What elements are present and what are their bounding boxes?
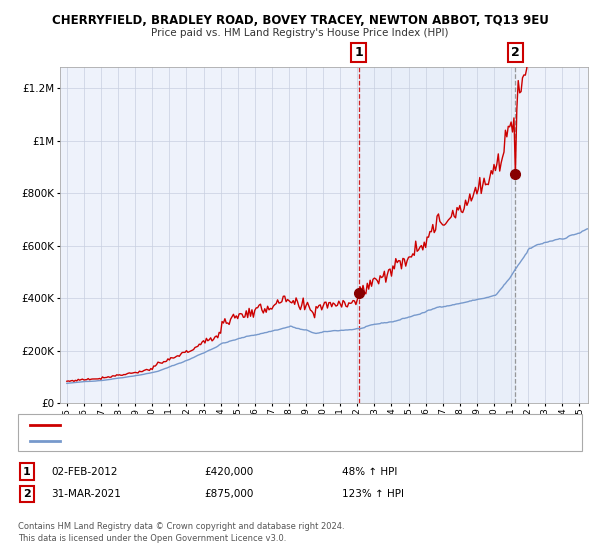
Text: 48% ↑ HPI: 48% ↑ HPI	[342, 466, 397, 477]
Text: 02-FEB-2012: 02-FEB-2012	[51, 466, 118, 477]
Text: CHERRYFIELD, BRADLEY ROAD, BOVEY TRACEY, NEWTON ABBOT, TQ13 9EU (detached: CHERRYFIELD, BRADLEY ROAD, BOVEY TRACEY,…	[69, 420, 479, 429]
Text: CHERRYFIELD, BRADLEY ROAD, BOVEY TRACEY, NEWTON ABBOT, TQ13 9EU: CHERRYFIELD, BRADLEY ROAD, BOVEY TRACEY,…	[52, 14, 548, 27]
Text: Contains HM Land Registry data © Crown copyright and database right 2024.: Contains HM Land Registry data © Crown c…	[18, 522, 344, 531]
Text: 2: 2	[511, 46, 520, 59]
Text: 31-MAR-2021: 31-MAR-2021	[51, 489, 121, 499]
Text: Price paid vs. HM Land Registry's House Price Index (HPI): Price paid vs. HM Land Registry's House …	[151, 28, 449, 38]
Text: £875,000: £875,000	[204, 489, 253, 499]
Text: 123% ↑ HPI: 123% ↑ HPI	[342, 489, 404, 499]
Text: £420,000: £420,000	[204, 466, 253, 477]
Text: 1: 1	[355, 46, 363, 59]
Text: HPI: Average price, detached house, Teignbridge: HPI: Average price, detached house, Teig…	[69, 436, 300, 445]
Text: This data is licensed under the Open Government Licence v3.0.: This data is licensed under the Open Gov…	[18, 534, 286, 543]
Text: 1: 1	[23, 466, 31, 477]
Text: 2: 2	[23, 489, 31, 499]
Bar	[359, 67, 515, 403]
